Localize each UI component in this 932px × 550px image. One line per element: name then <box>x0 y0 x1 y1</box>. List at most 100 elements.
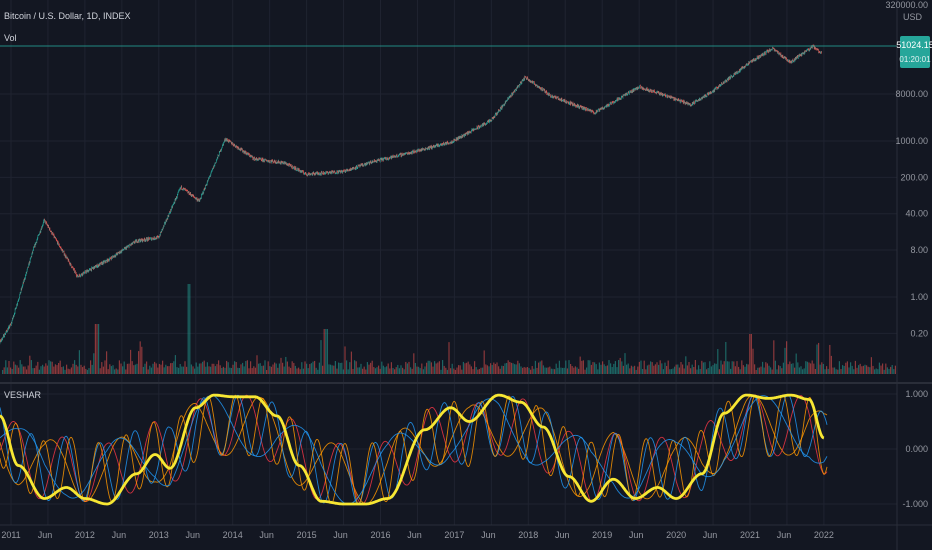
volume-bar <box>710 366 712 374</box>
volume-bar <box>635 369 637 374</box>
volume-bar <box>678 367 680 374</box>
volume-bar <box>589 360 591 374</box>
volume-bar <box>235 362 237 374</box>
volume-bar <box>549 366 551 374</box>
volume-bar <box>486 365 488 374</box>
volume-bar <box>627 363 629 374</box>
volume-bar <box>531 366 533 374</box>
volume-bar <box>496 362 498 374</box>
volume-bar <box>5 360 7 374</box>
volume-bar <box>754 364 756 374</box>
volume-bar <box>280 357 282 374</box>
volume-bar <box>490 363 492 374</box>
volume-bar <box>110 366 112 374</box>
volume-bar <box>216 364 218 374</box>
volume-bar <box>408 361 410 374</box>
volume-bar <box>568 360 570 374</box>
volume-bar <box>459 365 461 374</box>
volume-bar <box>885 363 887 374</box>
volume-bar <box>522 367 524 374</box>
volume-bar <box>294 365 296 374</box>
volume-bar <box>78 350 80 374</box>
volume-bar <box>802 369 804 374</box>
volume-bar <box>562 367 564 374</box>
volume-bar <box>64 369 66 374</box>
volume-bar <box>237 367 239 374</box>
volume-bar <box>398 368 400 374</box>
volume-bar <box>69 369 71 374</box>
volume-bar <box>499 368 501 374</box>
volume-bar <box>182 366 184 374</box>
volume-bar <box>798 367 800 374</box>
volume-bar <box>30 360 32 374</box>
oscillator-scale[interactable]: 1.000 0.000 -1.000 <box>902 389 928 509</box>
volume-bar <box>528 367 530 374</box>
oscillator-pane[interactable] <box>0 393 828 506</box>
volume-bar <box>821 362 823 374</box>
price-tick-label: 1.00 <box>910 292 928 302</box>
volume-bar <box>587 360 589 374</box>
volume-bar <box>626 364 628 374</box>
volume-bar <box>525 367 527 374</box>
volume-bar <box>93 353 95 374</box>
volume-bar <box>693 366 695 374</box>
volume-bar <box>214 366 216 374</box>
volume-bar <box>472 369 474 374</box>
volume-bar <box>354 360 356 374</box>
volume-bar <box>611 367 613 374</box>
time-tick-label: Jun <box>777 530 792 540</box>
volume-bar <box>118 360 120 374</box>
volume-bar <box>256 355 258 374</box>
volume-bar <box>190 364 192 374</box>
price-scale[interactable]: 8000.00 1000.00 200.00 40.00 8.00 1.00 0.20 <box>895 89 928 338</box>
price-pane[interactable] <box>0 44 897 374</box>
volume-bar <box>150 367 152 374</box>
oscillator-main-line <box>0 393 825 506</box>
volume-bar <box>421 363 423 374</box>
volume-bar <box>10 367 12 374</box>
volume-bar <box>634 365 636 374</box>
volume-bar <box>506 362 508 374</box>
volume-bar <box>277 367 279 374</box>
volume-bar <box>832 367 834 374</box>
volume-bar <box>48 360 50 374</box>
volume-bar <box>210 366 212 374</box>
volume-bar <box>213 363 215 374</box>
volume-bar <box>747 364 749 374</box>
volume-bar <box>405 361 407 374</box>
volume-bar <box>782 362 784 374</box>
volume-bar <box>336 368 338 374</box>
volume-bar <box>130 349 132 374</box>
volume-bar <box>595 364 597 374</box>
volume-bar <box>765 362 767 374</box>
volume-bar <box>514 364 516 374</box>
volume-bar <box>261 365 263 374</box>
volume-bar <box>792 363 794 374</box>
volume-bar <box>112 365 114 374</box>
volume-bar <box>574 366 576 374</box>
volume-bar <box>346 360 348 374</box>
time-scale[interactable]: 2011 Jun 2012 Jun 2013 Jun 2014 Jun 2015 Jun 2016 J… <box>1 530 834 540</box>
volume-bar <box>402 367 404 374</box>
volume-bar <box>630 365 632 374</box>
osc-tick-label: -1.000 <box>902 499 928 509</box>
volume-bar <box>278 363 280 374</box>
volume-bar <box>90 360 92 374</box>
volume-bar <box>19 360 21 374</box>
time-tick-label: Jun <box>259 530 274 540</box>
volume-bar <box>102 366 104 374</box>
volume-bar <box>642 369 644 374</box>
time-tick-label: 2014 <box>223 530 243 540</box>
volume-bar <box>659 360 661 374</box>
volume-bar <box>686 365 688 374</box>
volume-bar <box>728 361 730 374</box>
time-tick-label: Jun <box>333 530 348 540</box>
volume-bar <box>498 366 500 374</box>
volume-bar <box>139 341 141 374</box>
volume-bar <box>886 367 888 374</box>
volume-bar <box>547 367 549 374</box>
volume-bar <box>723 361 725 374</box>
volume-bar <box>558 360 560 374</box>
volume-bar <box>413 353 415 374</box>
